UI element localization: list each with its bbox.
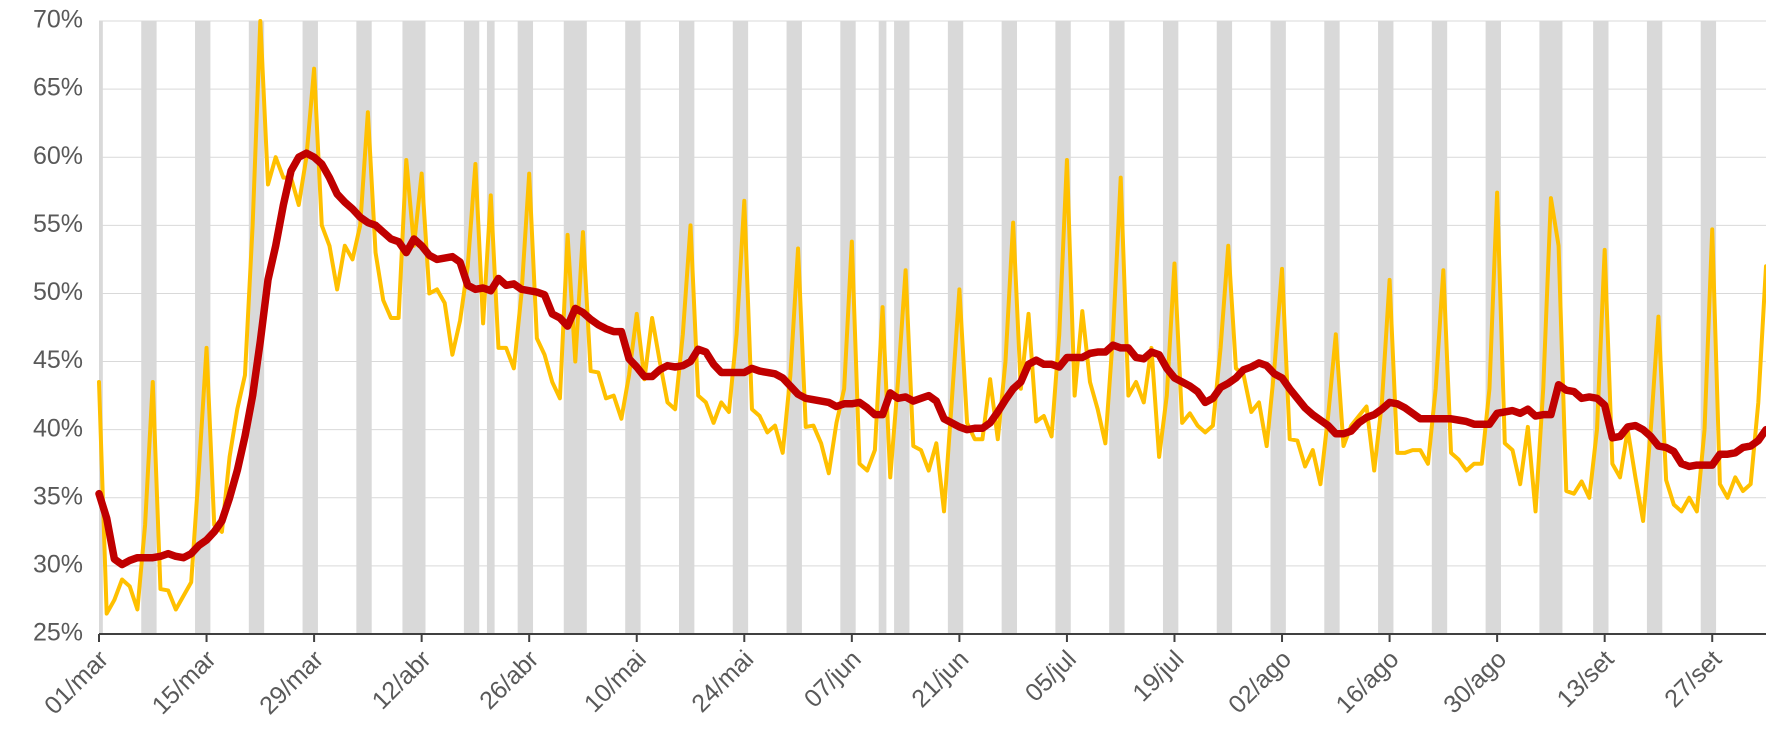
shaded-band [678, 21, 695, 634]
shaded-band [302, 21, 318, 634]
shaded-band [1109, 21, 1125, 634]
x-tick-label: 24/mai [686, 645, 759, 718]
shaded-band [356, 21, 372, 634]
x-tick-label: 29/mar [254, 645, 329, 720]
shaded-band [141, 21, 157, 634]
shaded-band [1646, 21, 1663, 634]
y-tick-label: 70% [33, 6, 83, 34]
series-line [97, 19, 1766, 616]
x-tick-label: 07/jun [799, 645, 867, 713]
shaded-band [563, 21, 587, 634]
y-tick-label: 25% [33, 619, 83, 647]
shaded-band [463, 21, 480, 634]
y-tick-label: 55% [33, 210, 83, 238]
x-tick-label: 19/jul [1127, 645, 1189, 707]
shaded-band [99, 21, 103, 634]
shaded-band [732, 21, 749, 634]
shaded-band [625, 21, 641, 634]
x-tick-label: 01/mar [39, 645, 114, 720]
x-tick-label: 27/set [1659, 645, 1727, 713]
y-tick-label: 40% [33, 414, 83, 442]
x-tick-label: 05/jul [1020, 645, 1082, 707]
y-tick-label: 35% [33, 482, 83, 510]
x-tick-label: 21/jun [906, 645, 974, 713]
y-tick-label: 60% [33, 142, 83, 170]
x-tick-label: 26/abr [474, 645, 544, 715]
y-tick-label: 65% [33, 74, 83, 102]
y-tick-label: 45% [33, 346, 83, 374]
x-tick-label: 30/ago [1438, 645, 1512, 719]
x-tick-label: 15/mar [147, 645, 222, 720]
shaded-band [1216, 21, 1233, 634]
x-tick-label: 02/ago [1223, 645, 1297, 719]
x-tick-label: 10/mai [579, 645, 652, 718]
x-tick-label: 13/set [1552, 645, 1620, 713]
shaded-band [1539, 21, 1563, 634]
shaded-band [1324, 21, 1340, 634]
y-tick-label: 30% [33, 550, 83, 578]
x-tick-label: 16/ago [1331, 645, 1405, 719]
y-tick-label: 50% [33, 278, 83, 306]
x-tick-label: 12/abr [367, 645, 437, 715]
shaded-band [402, 21, 426, 634]
series-line [95, 149, 1766, 569]
shaded-band [486, 21, 495, 634]
